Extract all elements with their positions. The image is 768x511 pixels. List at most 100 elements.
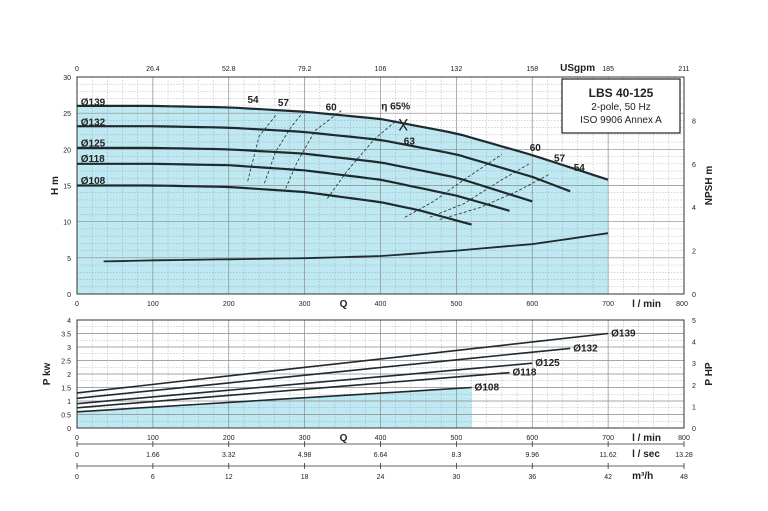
power-curve <box>77 371 510 409</box>
efficiency-label: 60 <box>530 143 542 154</box>
hp-tick-label: 1 <box>692 404 696 411</box>
secondary-axis-tick-label: 13.28 <box>675 452 693 459</box>
secondary-axis-tick-label: 6.64 <box>374 452 388 459</box>
usgpm-tick-label: 79.2 <box>298 66 312 73</box>
x-tick-label: 100 <box>147 435 159 442</box>
x-tick-label: 600 <box>526 435 538 442</box>
power-series-label: Ø118 <box>512 368 536 379</box>
efficiency-label: 57 <box>554 154 566 165</box>
secondary-axis-tick-label: 4.98 <box>298 452 312 459</box>
usgpm-tick-label: 0 <box>75 66 79 73</box>
npsh-tick-label: 0 <box>692 292 696 299</box>
power-curve <box>77 332 609 394</box>
x-tick-label: 200 <box>223 301 235 308</box>
plot-frame <box>76 319 685 429</box>
power-y-tick-label: 2 <box>67 372 71 379</box>
q-axis-label: Q <box>340 433 348 444</box>
title-line3: ISO 9906 Annex A <box>580 115 662 126</box>
secondary-axis-tick-label: 12 <box>225 474 233 481</box>
x-tick-label: 300 <box>299 301 311 308</box>
secondary-axis-tick-label: 9.96 <box>525 452 539 459</box>
usgpm-unit-label: USgpm <box>560 63 595 74</box>
bep-marker <box>398 118 408 131</box>
power-series-label: Ø108 <box>475 383 500 394</box>
power-y-tick-label: 3 <box>67 345 71 352</box>
x-tick-label: 400 <box>375 301 387 308</box>
x-tick-label: 800 <box>678 435 690 442</box>
power-y-tick-label: 3.5 <box>61 332 71 339</box>
npsh-axis-label: NPSH m <box>704 166 715 206</box>
efficiency-label: 57 <box>278 98 290 109</box>
efficiency-label: 63 <box>404 136 416 147</box>
power-series-label: Ø139 <box>611 329 636 340</box>
x-unit-label: l / min <box>632 433 661 444</box>
hp-tick-label: 2 <box>692 383 696 390</box>
secondary-axis-tick-label: 18 <box>301 474 309 481</box>
efficiency-label: 54 <box>574 163 586 174</box>
secondary-axis-tick-label: 36 <box>528 474 536 481</box>
secondary-axis-tick-label: 6 <box>151 474 155 481</box>
secondary-axis-unit: l / sec <box>632 449 660 460</box>
head-y-tick-label: 0 <box>67 292 71 299</box>
power-hp-axis-label: P HP <box>704 362 715 385</box>
secondary-axis-tick-label: 11.62 <box>600 452 617 459</box>
usgpm-tick-label: 52.8 <box>222 66 236 73</box>
secondary-axis-tick-label: 24 <box>377 474 385 481</box>
power-curve <box>77 347 571 400</box>
hp-tick-label: 5 <box>692 318 696 325</box>
x-tick-label: 700 <box>602 435 614 442</box>
npsh-tick-label: 8 <box>692 118 696 125</box>
secondary-axis-tick-label: 8.3 <box>452 452 462 459</box>
head-curve <box>77 146 533 203</box>
power-kw-axis-label: P kw <box>42 362 53 385</box>
x-tick-label: 500 <box>451 435 463 442</box>
head-curve <box>77 125 571 193</box>
efficiency-label: 54 <box>247 95 259 106</box>
power-curve <box>77 362 533 405</box>
efficiency-isoline <box>439 174 550 220</box>
head-curve <box>77 104 609 181</box>
x-tick-label: 100 <box>147 301 159 308</box>
x-tick-label: 400 <box>375 435 387 442</box>
usgpm-tick-label: 185 <box>602 66 614 73</box>
npsh-tick-label: 2 <box>692 249 696 256</box>
title-line2: 2-pole, 50 Hz <box>591 102 650 113</box>
power-y-tick-label: 2.5 <box>61 359 71 366</box>
power-series-label: Ø125 <box>535 358 560 369</box>
efficiency-isoline <box>285 109 343 189</box>
usgpm-tick-label: 26.4 <box>146 66 160 73</box>
x-tick-label: 0 <box>75 435 79 442</box>
power-y-tick-label: 4 <box>67 318 71 325</box>
x-tick-label: 700 <box>602 301 614 308</box>
head-y-axis-label: H m <box>50 176 61 195</box>
efficiency-isoline <box>264 110 305 184</box>
hp-tick-label: 4 <box>692 340 696 347</box>
usgpm-tick-label: 132 <box>451 66 463 73</box>
power-y-tick-label: 0.5 <box>61 413 71 420</box>
efficiency-label: η 65% <box>381 102 410 113</box>
head-y-tick-label: 15 <box>63 184 71 191</box>
power-y-tick-label: 1 <box>67 399 71 406</box>
power-y-tick-label: 0 <box>67 426 71 433</box>
efficiency-label: 60 <box>326 102 338 113</box>
secondary-axis-tick-label: 3.32 <box>222 452 236 459</box>
efficiency-isoline <box>429 163 530 218</box>
secondary-axis-tick-label: 42 <box>604 474 612 481</box>
head-series-label: Ø139 <box>81 97 106 108</box>
x-tick-label: 0 <box>75 301 79 308</box>
secondary-axis-unit: m³/h <box>632 471 653 482</box>
usgpm-tick-label: 106 <box>375 66 387 73</box>
power-curve <box>77 386 472 413</box>
efficiency-isoline <box>327 120 396 199</box>
head-series-label: Ø118 <box>81 154 105 165</box>
usgpm-tick-label: 211 <box>678 66 689 73</box>
efficiency-isoline <box>247 115 277 182</box>
head-series-label: Ø125 <box>81 139 106 150</box>
npsh-tick-label: 4 <box>692 205 696 212</box>
x-tick-label: 500 <box>451 301 463 308</box>
x-tick-label: 800 <box>676 301 688 308</box>
secondary-axis-tick-label: 0 <box>75 474 79 481</box>
secondary-axis-tick-label: 1.66 <box>146 452 160 459</box>
secondary-axis-tick-label: 0 <box>75 452 79 459</box>
